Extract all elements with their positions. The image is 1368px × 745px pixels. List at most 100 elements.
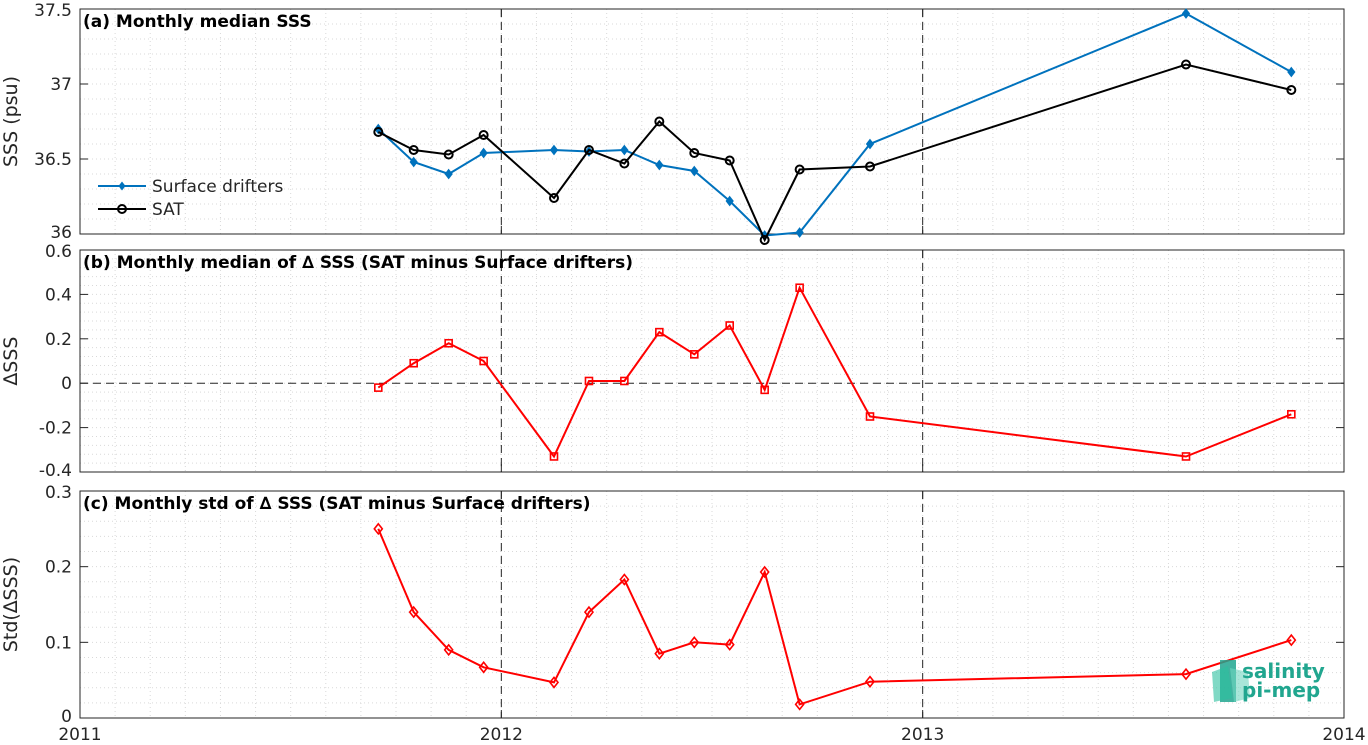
logo-line1: salinity bbox=[1242, 659, 1325, 683]
y-tick-label: 0 bbox=[61, 707, 72, 727]
data-point bbox=[760, 385, 769, 395]
data-point bbox=[794, 164, 805, 175]
series-line bbox=[377, 12, 1292, 237]
data-point bbox=[373, 522, 384, 536]
data-point bbox=[724, 155, 735, 166]
panel-title: (a) Monthly median SSS bbox=[83, 12, 312, 32]
data-point bbox=[1181, 8, 1191, 19]
data-point bbox=[478, 661, 489, 674]
data-point bbox=[373, 127, 384, 137]
x-tick-label: 2011 bbox=[58, 725, 101, 745]
series-sat bbox=[373, 59, 1297, 245]
y-tick-label: 0.4 bbox=[45, 285, 72, 305]
data-point bbox=[690, 350, 699, 359]
x-tick-label: 2014 bbox=[1322, 725, 1365, 745]
y-axis-label: SSS (psu) bbox=[0, 76, 22, 167]
data-point bbox=[620, 144, 629, 156]
data-point bbox=[1181, 59, 1191, 70]
data-point bbox=[655, 159, 664, 171]
data-point bbox=[478, 130, 489, 140]
y-tick-label: 0 bbox=[61, 374, 72, 394]
data-point bbox=[1181, 452, 1191, 461]
y-tick-label: 37 bbox=[50, 75, 72, 95]
data-point bbox=[654, 116, 665, 127]
logo-line2: pi-mep bbox=[1242, 678, 1320, 702]
data-point bbox=[374, 383, 383, 392]
data-point bbox=[620, 376, 629, 386]
data-point bbox=[549, 144, 559, 156]
data-point bbox=[864, 675, 876, 688]
legend: Surface drifters SAT bbox=[98, 177, 283, 220]
axes-box bbox=[79, 249, 1345, 473]
data-point bbox=[724, 638, 735, 651]
data-point bbox=[865, 138, 875, 150]
data-point bbox=[689, 148, 700, 158]
data-point bbox=[794, 698, 805, 711]
data-point bbox=[479, 356, 488, 366]
grid bbox=[79, 490, 1345, 719]
y-axis-label: ∆SSS bbox=[0, 337, 22, 387]
data-point bbox=[690, 165, 699, 177]
data-point bbox=[655, 327, 664, 337]
data-point bbox=[444, 168, 453, 180]
data-point bbox=[725, 321, 734, 330]
data-point bbox=[1287, 66, 1296, 78]
y-tick-label: 37.5 bbox=[34, 1, 72, 21]
y-tick-label: 36.5 bbox=[34, 150, 72, 170]
y-tick-label: 0.6 bbox=[45, 242, 72, 262]
y-tick-label: -0.2 bbox=[39, 419, 72, 439]
data-point bbox=[444, 338, 453, 348]
data-point bbox=[654, 647, 665, 660]
data-point bbox=[1286, 85, 1297, 95]
y-tick-label: 0.3 bbox=[45, 483, 72, 503]
data-point bbox=[583, 605, 594, 619]
panel-b: -0.4 -0.2 0 0.2 0.4 0.6 ∆SSS (b) Monthly median… bbox=[0, 242, 1345, 481]
data-point bbox=[619, 573, 630, 586]
data-point bbox=[865, 412, 875, 421]
panel-title: (b) Monthly median of ∆ SSS (SAT minus S… bbox=[83, 253, 633, 273]
data-point bbox=[548, 676, 560, 689]
data-point bbox=[759, 235, 770, 245]
data-point bbox=[443, 643, 454, 657]
panel-a: 36 36.5 37 37.5 SSS (psu) (a) Monthly median … bbox=[0, 1, 1345, 245]
legend-marker bbox=[118, 181, 126, 191]
data-point bbox=[725, 195, 734, 207]
series-line bbox=[377, 63, 1292, 243]
data-point bbox=[479, 147, 488, 159]
legend-marker bbox=[117, 204, 127, 214]
y-tick-label: 36 bbox=[50, 223, 72, 243]
data-point bbox=[619, 158, 630, 169]
data-point bbox=[409, 358, 418, 368]
data-point bbox=[583, 145, 594, 155]
data-point bbox=[584, 376, 594, 386]
series-panel-b bbox=[374, 283, 1296, 461]
series-line bbox=[377, 285, 1292, 459]
salinity-pi-mep-logo: salinity pi-mep bbox=[1212, 659, 1325, 702]
data-point bbox=[689, 636, 700, 649]
grid bbox=[79, 8, 1345, 235]
series-line bbox=[377, 528, 1292, 706]
y-tick-label: -0.4 bbox=[39, 461, 72, 481]
logo-wave-icon bbox=[1212, 660, 1250, 702]
axes-box bbox=[79, 8, 1345, 235]
data-point bbox=[795, 283, 804, 293]
grid bbox=[79, 249, 1345, 473]
data-point bbox=[759, 565, 770, 579]
y-axis-label: Std(∆SSS) bbox=[0, 557, 22, 652]
data-point bbox=[1180, 667, 1192, 681]
panel-c: 0 0.1 0.2 0.3 2011 2012 2013 2014 Std(∆SSS) (c) M… bbox=[0, 483, 1366, 745]
data-point bbox=[408, 145, 419, 155]
series-panel-c bbox=[373, 522, 1297, 711]
series-surface-drifters bbox=[374, 8, 1296, 241]
x-tick-label: 2012 bbox=[480, 725, 523, 745]
data-point bbox=[443, 149, 454, 160]
data-point bbox=[865, 161, 875, 172]
data-point bbox=[549, 452, 559, 461]
x-tick-label: 2013 bbox=[901, 725, 944, 745]
axes-box bbox=[79, 490, 1345, 719]
panel-title: (c) Monthly std of ∆ SSS (SAT minus Surf… bbox=[83, 494, 590, 514]
data-point bbox=[408, 605, 419, 619]
legend-label: SAT bbox=[152, 200, 184, 220]
